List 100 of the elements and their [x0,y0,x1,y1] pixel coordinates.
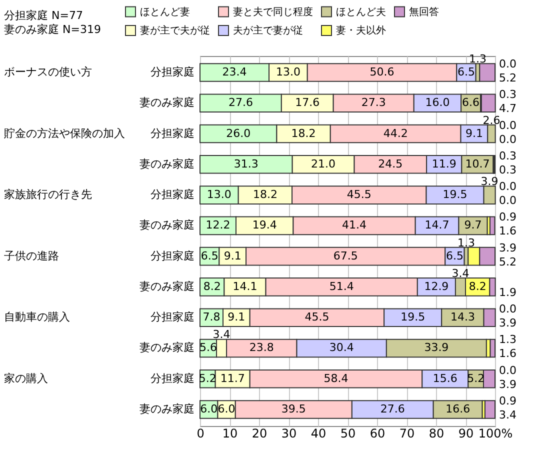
data-label: 6.5 [457,66,475,79]
data-label: 1.6 [499,224,516,238]
data-label: 0.0 [499,302,516,316]
data-label: 44.2 [383,126,408,140]
text: 分担家庭 N=77 [4,9,83,22]
legend-label: 無回答 [409,6,439,18]
x-tick-label: 10 [222,426,238,440]
data-label: 1.9 [499,286,516,299]
y-tick-label: 分担家庭 [150,249,194,262]
y-tick-label: 妻のみ家庭 [140,341,194,354]
data-label: 19.4 [252,218,277,232]
data-label: 45.5 [346,188,372,202]
data-label: 23.4 [222,66,247,79]
data-label: 11.9 [432,157,456,170]
legend-label: ほとんど夫 [336,6,386,18]
data-label: 0.9 [499,210,516,224]
x-tick-label: 40 [310,426,326,440]
x-tick-label: 50 [340,426,356,440]
text: 家の購入 [4,372,48,385]
data-label: 9.7 [464,218,482,232]
data-label: 0.3 [499,149,516,162]
data-label: 17.6 [295,96,320,110]
data-label: 24.5 [378,157,403,170]
data-label: 3.4 [499,408,516,422]
data-label: 2.6 [482,114,500,127]
data-label: 27.6 [380,402,405,416]
data-label: 3.4 [212,328,230,342]
data-label: 8.2 [468,280,486,293]
x-tick-label: 30 [281,426,297,440]
x-tick-label: 80 [428,426,444,440]
x-tick-label: 90 [458,426,474,440]
y-tick-label: 妻のみ家庭 [140,96,194,110]
data-label: 16.6 [446,402,470,416]
data-label: 0.0 [499,180,516,194]
data-label: 21.0 [311,157,336,170]
data-label: 0.3 [499,163,516,176]
data-label: 33.9 [424,341,449,354]
y-tick-label: 分担家庭 [150,372,194,385]
data-label: 50.6 [370,66,394,79]
data-label: 39.5 [281,402,306,416]
data-label: 3.9 [480,175,498,188]
data-label: 51.4 [329,280,354,293]
data-label: 3.9 [499,378,516,391]
data-label: 3.9 [499,316,516,330]
data-label: 12.2 [206,218,230,232]
data-label: 7.8 [202,310,220,324]
data-label: 6.5 [200,249,218,262]
text: 自動車の購入 [4,310,70,324]
legend-label: 夫が主で妻が従 [233,24,303,36]
legend-label: ほとんど妻 [140,6,190,18]
data-label: 6.0 [200,402,218,416]
legend-label: 妻が主で夫が従 [140,24,210,36]
y-tick-label: 妻のみ家庭 [140,218,194,232]
data-label: 58.4 [324,372,348,385]
data-label: 0.0 [499,364,516,377]
data-label: 6.6 [462,96,480,110]
data-label: 67.5 [333,249,358,262]
data-label: 1.6 [499,347,516,360]
data-label: 19.5 [442,188,468,202]
data-label: 26.0 [226,126,251,140]
data-label: 3.4 [452,266,470,280]
y-tick-label: 妻のみ家庭 [140,157,194,170]
x-tick-label: 70 [399,426,415,440]
text: ボーナスの使い方 [4,66,92,79]
data-label: 14.3 [450,310,475,324]
data-label: 41.4 [342,218,367,232]
legend-label: 妻と夫で同じ程度 [233,6,313,18]
data-label: 0.0 [499,58,516,71]
data-label: 5.2 [499,72,516,85]
x-tick-label: 0 [196,426,204,440]
data-label: 27.6 [228,96,253,110]
data-label: 31.3 [234,157,258,170]
data-label: 10.7 [465,157,490,170]
data-label: 1.3 [468,52,486,66]
data-label: 15.6 [432,372,458,385]
data-label: 8.2 [203,280,221,293]
data-label: 1.3 [499,333,516,346]
data-label: 4.7 [499,102,516,116]
x-tick-label: 100% [478,426,513,440]
y-tick-label: 分担家庭 [150,188,194,202]
data-label: 14.1 [232,280,258,293]
data-label: 9.1 [465,126,483,140]
data-label: 45.5 [304,310,330,324]
data-label: 0.0 [499,194,516,208]
data-label: 12.9 [424,280,449,293]
y-tick-label: 妻のみ家庭 [140,280,194,293]
data-label: 6.5 [446,249,464,262]
y-tick-label: 分担家庭 [150,66,194,79]
x-tick-label: 60 [370,426,386,440]
data-label: 3.9 [499,241,516,254]
data-label: 0.0 [499,132,516,146]
data-label: 0.0 [499,118,516,132]
data-label: 18.2 [252,188,278,202]
data-label: 6.0 [218,402,236,416]
data-label: 11.7 [220,372,245,385]
data-label: 30.4 [329,341,354,354]
data-label: 0.9 [499,394,516,408]
y-tick-label: 妻のみ家庭 [140,402,194,416]
data-label: 13.0 [276,66,300,79]
data-label: 13.0 [206,188,232,202]
